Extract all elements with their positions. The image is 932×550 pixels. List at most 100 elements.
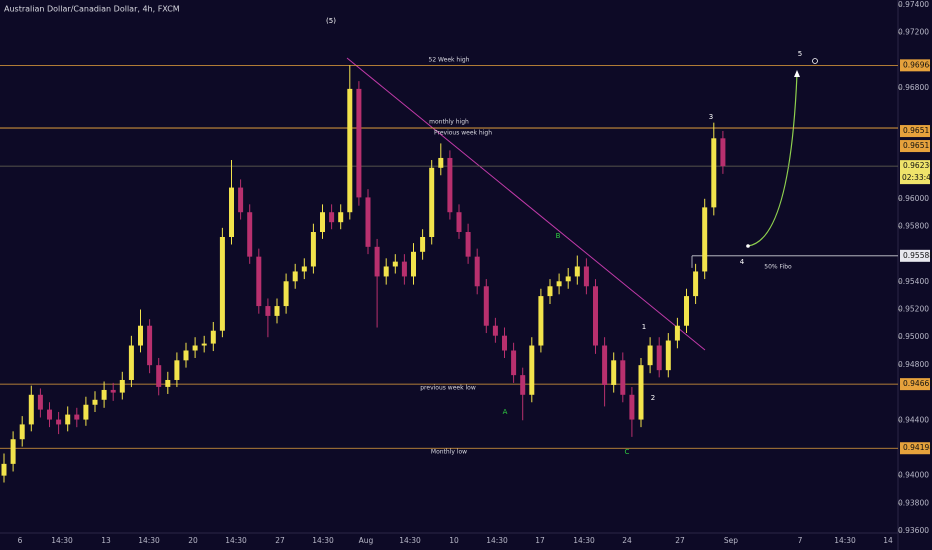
candle-body (10, 439, 16, 464)
wave-label: B (556, 232, 561, 240)
candle-body (219, 236, 225, 331)
candle-body (629, 394, 635, 420)
candle-body (647, 345, 653, 366)
candle-body (365, 197, 371, 247)
candle-body (492, 325, 498, 336)
candle-body (265, 306, 271, 316)
candle-body (183, 350, 189, 361)
price-tag (900, 378, 930, 391)
candle-body (192, 345, 198, 351)
trend-line (346, 57, 706, 351)
wave-label: 4 (740, 258, 745, 266)
x-tick-label: 14:30 (573, 536, 595, 545)
wave-label: 1 (642, 323, 646, 331)
candle-body (656, 345, 662, 371)
candle-body (138, 325, 143, 346)
candle-body (538, 296, 544, 346)
level-label: monthly high (429, 119, 469, 126)
y-tick-label: 0.95200 (898, 305, 929, 314)
candle-body (83, 404, 89, 420)
projection-arrow (794, 70, 800, 77)
candle-body (37, 394, 43, 410)
last-price-label: 0.96236 (903, 161, 932, 170)
x-tick-label: 14:30 (138, 536, 160, 545)
price-tag-label: 0.96964 (903, 60, 932, 69)
y-tick-label: 0.94000 (898, 471, 929, 480)
candle-body (247, 212, 253, 257)
candle-body (256, 256, 262, 307)
candle-body (438, 157, 444, 168)
candle-body (92, 399, 98, 405)
candle-body (347, 88, 353, 213)
candle-body (201, 343, 207, 346)
level-label: Previous week high (434, 130, 492, 137)
candle-body (411, 251, 416, 277)
candle-body (483, 286, 489, 326)
candle-body (420, 236, 426, 252)
x-tick-label: 14:30 (312, 536, 334, 545)
candle-body (165, 379, 171, 387)
candle-body (19, 424, 25, 440)
candle-body (156, 365, 162, 387)
x-tick-label: 7 (798, 536, 803, 545)
y-tick-label: 0.94400 (898, 415, 929, 424)
candle-body (502, 335, 507, 351)
last-price-tag (900, 160, 930, 185)
candle-body (684, 296, 689, 326)
candle-body (547, 286, 553, 297)
x-tick-label: 10 (449, 536, 459, 545)
candle-body (511, 350, 517, 376)
candle-body (301, 266, 307, 272)
candle-body (101, 389, 107, 400)
candle-body (283, 281, 289, 307)
x-tick-label: Sep (724, 536, 738, 545)
candle-body (110, 389, 116, 393)
wave-label: 5 (798, 50, 802, 58)
x-tick-label: 27 (675, 536, 685, 545)
candle-body (338, 212, 344, 223)
wave-label: 3 (709, 113, 713, 121)
x-tick-label: 14:30 (399, 536, 421, 545)
wave-label: A (503, 408, 508, 416)
level-label: previous week low (420, 385, 476, 392)
candle-body (310, 232, 316, 267)
candle-body (56, 419, 62, 425)
candle-body (128, 345, 134, 380)
x-tick-label: 20 (188, 536, 198, 545)
y-tick-label: 0.93800 (898, 498, 929, 507)
candle-body (556, 281, 562, 287)
level-label: Monthly low (431, 449, 467, 456)
icon-circle (812, 58, 818, 64)
candle-body (665, 340, 671, 371)
candle-body (593, 286, 598, 346)
candle-body (119, 379, 125, 393)
candle-body (574, 266, 580, 277)
price-tag (900, 442, 930, 455)
x-tick-label: 17 (535, 536, 545, 545)
price-tag-label: 0.94661 (903, 379, 932, 388)
candle-body (693, 271, 699, 297)
candle-body (65, 414, 71, 425)
x-tick-label: 27 (275, 536, 285, 545)
level-label: 50% Fibo (764, 264, 792, 271)
candle-body (392, 261, 398, 267)
y-tick-label: 0.97200 (898, 28, 929, 37)
candle-body (611, 360, 617, 385)
level-label: 52 Week high (429, 57, 470, 64)
price-tag-label: 0.96511 (903, 126, 932, 135)
candle-body (583, 266, 589, 287)
candle-body (456, 212, 462, 233)
candle-body (529, 345, 535, 395)
y-tick-label: 0.95800 (898, 221, 929, 230)
x-tick-label: 14:30 (486, 536, 508, 545)
candle-body (329, 212, 335, 223)
y-tick-label: 0.97400 (898, 0, 929, 9)
projection-start (746, 244, 750, 248)
candle-body (711, 138, 717, 208)
candle-body (638, 365, 644, 420)
y-tick-label: 0.95000 (898, 332, 929, 341)
candle-body (320, 212, 325, 233)
wave-label: (5) (326, 17, 336, 25)
candle-body (520, 375, 526, 395)
